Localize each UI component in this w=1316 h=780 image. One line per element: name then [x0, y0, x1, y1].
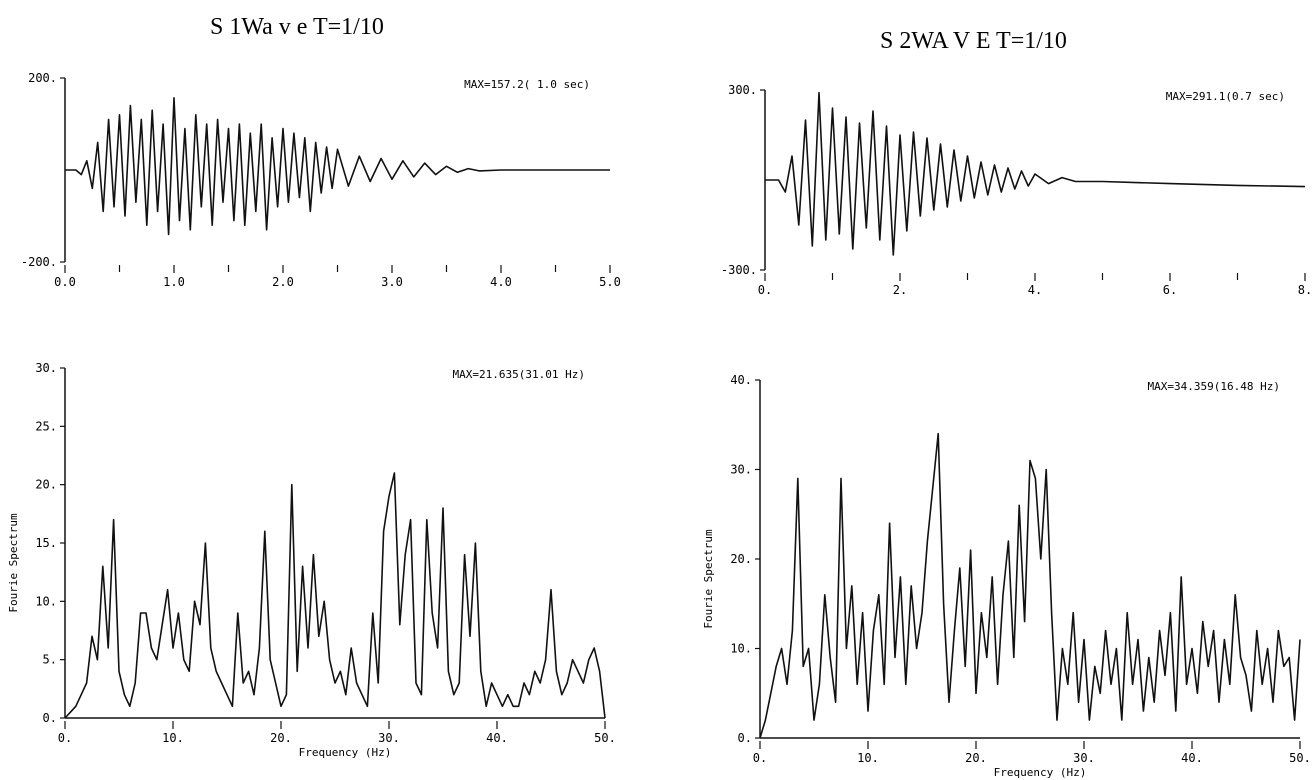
max-annotation: MAX=157.2( 1.0 sec): [464, 78, 590, 91]
x-tick-label: 0.0: [54, 275, 76, 289]
x-tick-label: 6.: [1163, 283, 1177, 297]
y-axis-label: Fourie Spectrum: [7, 513, 20, 613]
max-annotation: MAX=21.635(31.01 Hz): [453, 368, 585, 381]
y-tick-label: -300.: [721, 263, 757, 277]
y-tick-label: 0.: [738, 731, 752, 745]
x-tick-label: 3.0: [381, 275, 403, 289]
chart-2-title: S 2WA V E T=1/10: [880, 28, 1067, 54]
x-tick-label: 2.0: [272, 275, 294, 289]
y-tick-label: 20.: [35, 478, 57, 492]
y-tick-label: 25.: [35, 419, 57, 433]
x-tick-label: 2.: [893, 283, 907, 297]
x-tick-label: 4.: [1028, 283, 1042, 297]
x-axis-label: Frequency (Hz): [299, 746, 392, 759]
series-line: [765, 91, 1306, 256]
x-tick-label: 40.: [486, 731, 508, 745]
x-tick-label: 0.: [58, 731, 72, 745]
x-tick-label: 20.: [965, 751, 987, 765]
y-tick-label: 30.: [730, 463, 752, 477]
x-tick-label: 8.: [1298, 283, 1312, 297]
chart-s2-spectrum: MAX=34.359(16.48 Hz) 0. 10. 20. 30. 40. 50. 0. 1…: [702, 373, 1311, 779]
series-line: [64, 472, 606, 719]
y-tick-label: 10.: [35, 594, 57, 608]
x-tick-label: 0.: [753, 751, 767, 765]
x-axis-label: Frequency (Hz): [994, 766, 1087, 779]
x-tick-label: 0.: [758, 283, 772, 297]
x-tick-label: 4.0: [490, 275, 512, 289]
x-tick-label: 1.0: [163, 275, 185, 289]
chart-s1-spectrum: MAX=21.635(31.01 Hz) 0. 10. 20. 30. 40. 50. 0. 5…: [7, 361, 616, 759]
y-axis-label: Fourie Spectrum: [702, 529, 715, 629]
max-annotation: MAX=291.1(0.7 sec): [1166, 90, 1285, 103]
x-tick-label: 40.: [1181, 751, 1203, 765]
x-tick-label: 10.: [857, 751, 879, 765]
y-tick-label: 30.: [35, 361, 57, 375]
x-tick-label: 50.: [1289, 751, 1311, 765]
y-tick-label: 300.: [728, 83, 757, 97]
y-tick-label: 200.: [28, 71, 57, 85]
chart-1-title: S 1Wa v e T=1/10: [210, 14, 384, 40]
x-tick-label: 50.: [594, 731, 616, 745]
x-tick-label: 5.0: [599, 275, 621, 289]
y-tick-label: 10.: [730, 642, 752, 656]
y-tick-label: -200.: [21, 255, 57, 269]
chart-s1-wave: MAX=157.2( 1.0 sec) 0.0 1.0 2.0 3.0 4.0 5.0 200…: [21, 71, 621, 289]
series-line: [65, 97, 610, 236]
x-tick-label: 20.: [270, 731, 292, 745]
y-tick-label: 0.: [43, 711, 57, 725]
y-tick-label: 20.: [730, 552, 752, 566]
x-tick-label: 10.: [162, 731, 184, 745]
max-annotation: MAX=34.359(16.48 Hz): [1148, 380, 1280, 393]
y-tick-label: 15.: [35, 536, 57, 550]
y-tick-label: 40.: [730, 373, 752, 387]
chart-s2-wave: MAX=291.1(0.7 sec) 0. 2. 4. 6. 8. 300. -300.: [721, 83, 1312, 297]
x-tick-label: 30.: [1073, 751, 1095, 765]
y-tick-label: 5.: [43, 653, 57, 667]
x-tick-label: 30.: [378, 731, 400, 745]
series-line: [759, 432, 1301, 739]
